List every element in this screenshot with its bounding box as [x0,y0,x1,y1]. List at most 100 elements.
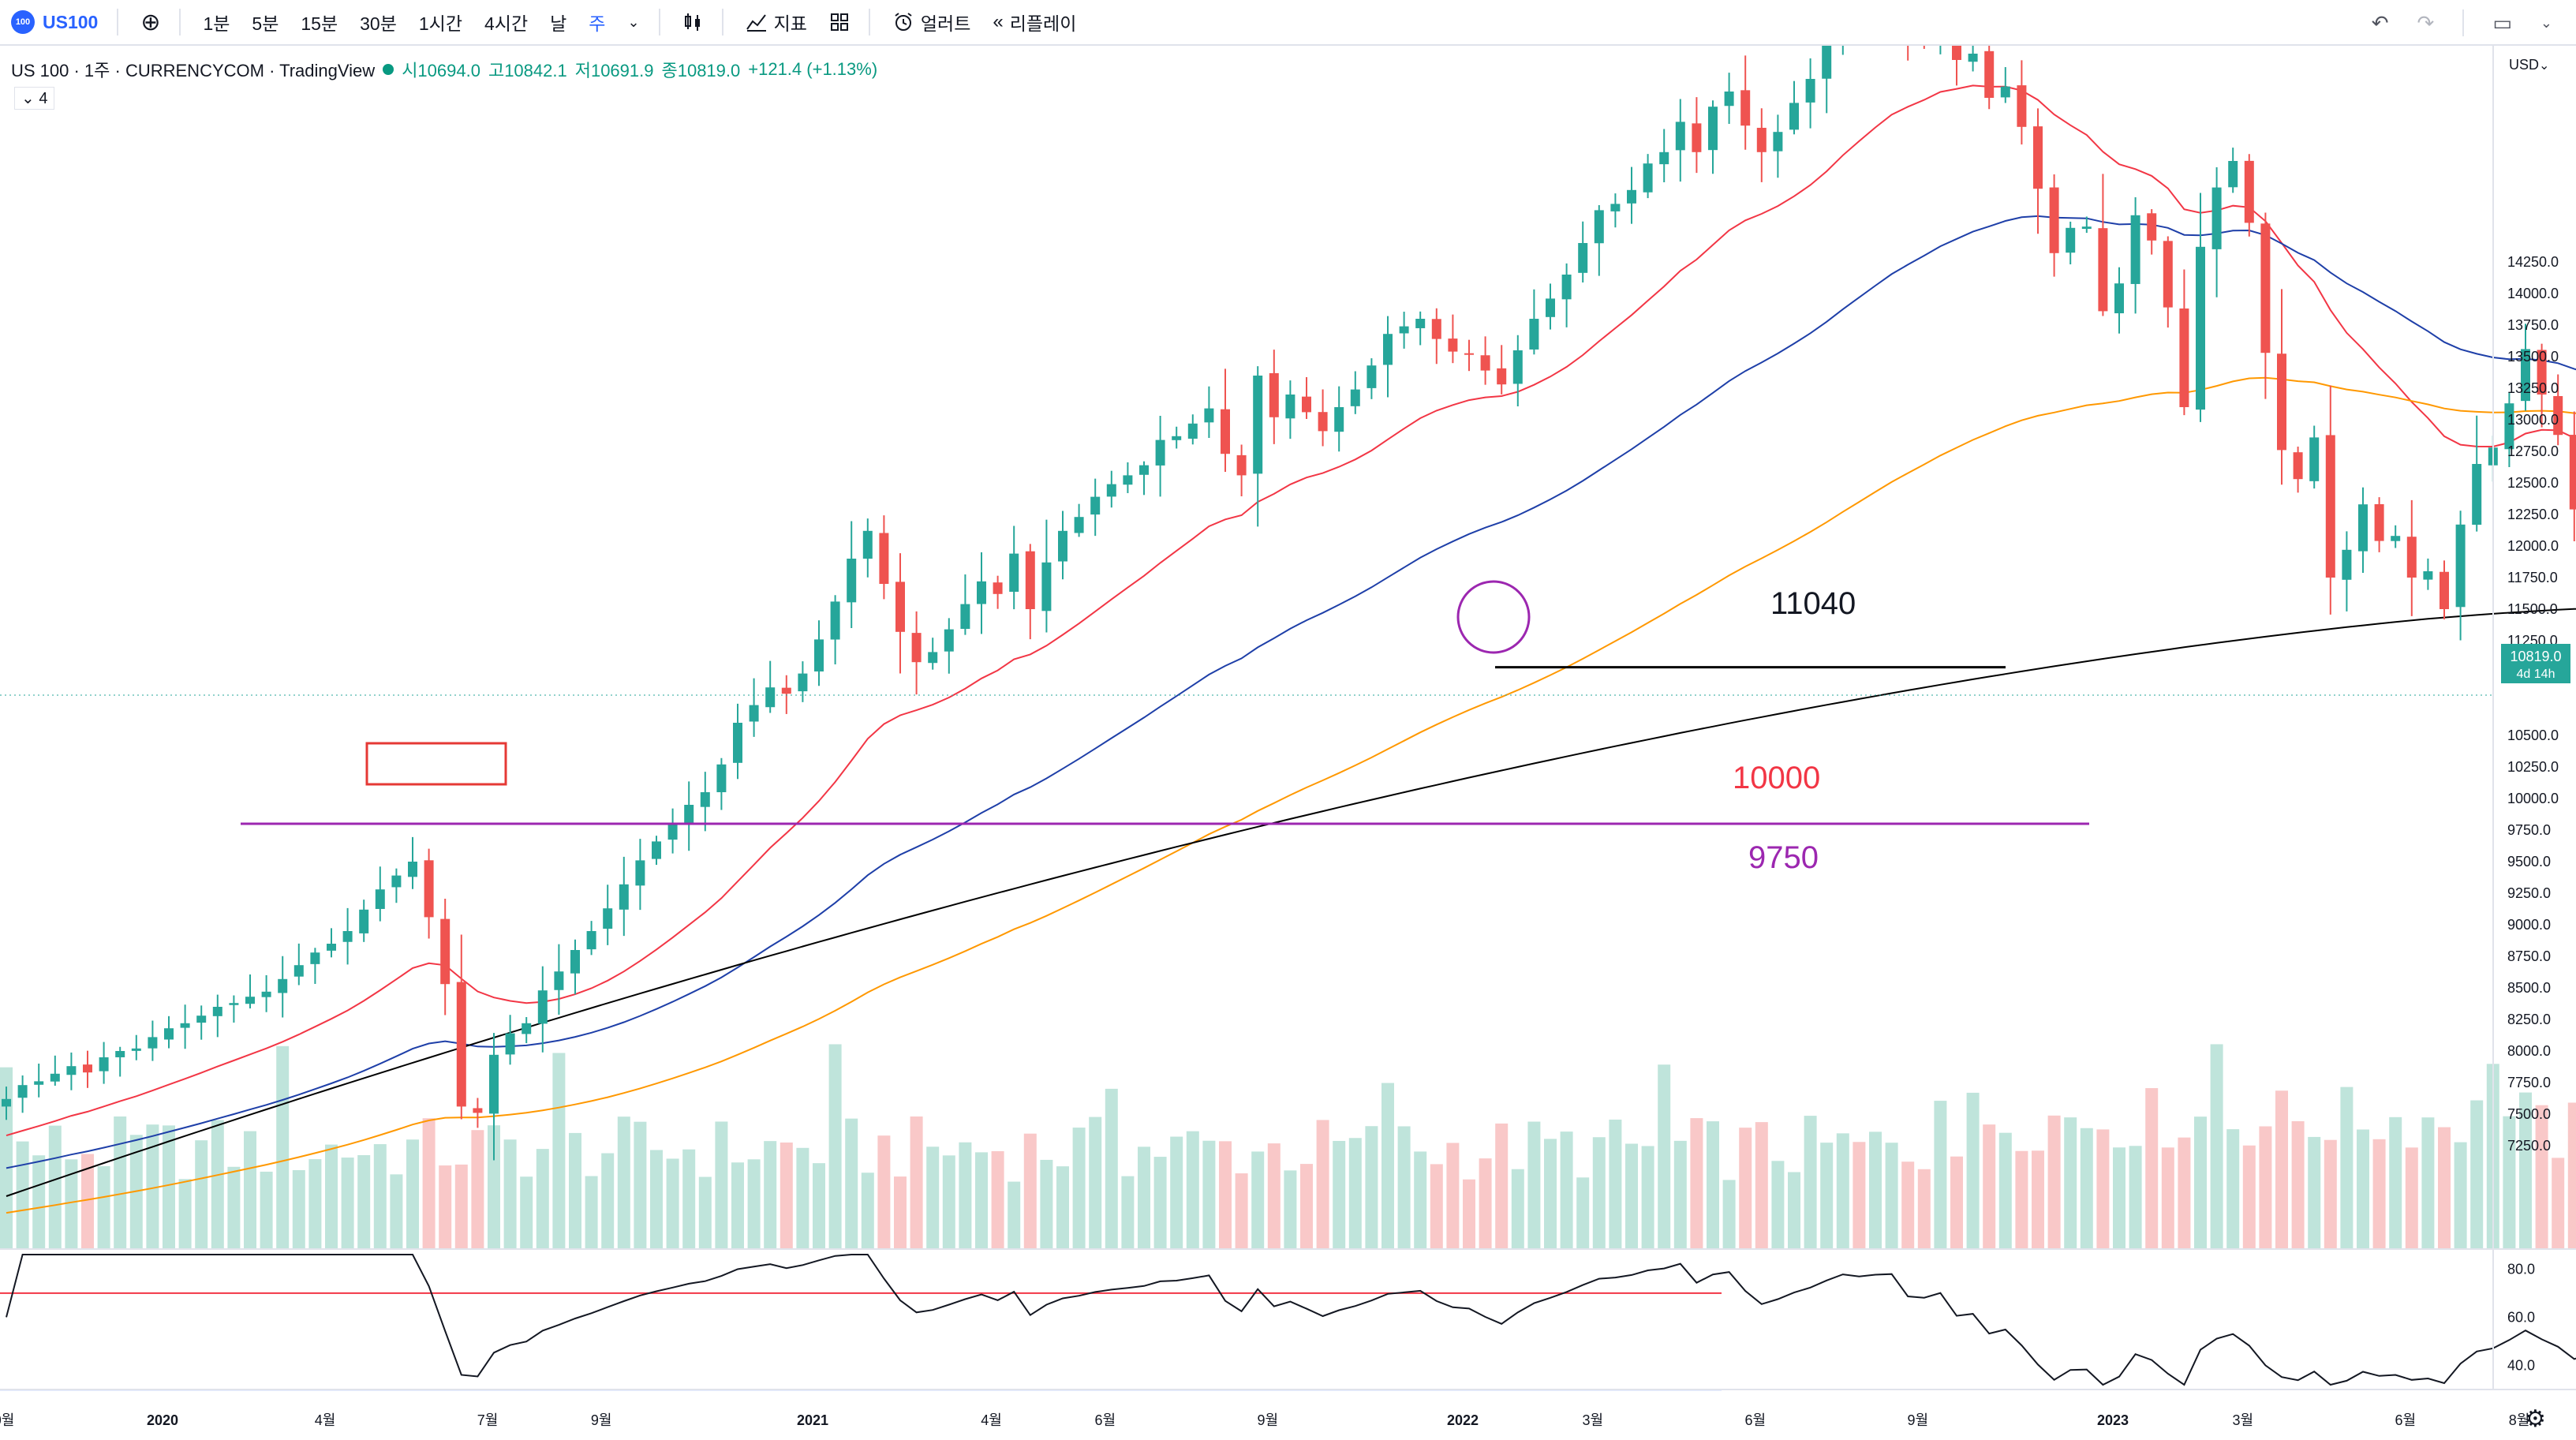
volume-bar [861,1173,874,1248]
indicators-button[interactable]: 지표 [746,9,807,36]
interval-dropdown-icon[interactable]: ⌄ [627,13,640,30]
candle-body [2277,353,2286,451]
layouts-button[interactable] [829,12,850,32]
volume-bar [1251,1151,1265,1248]
volume-bar [471,1130,484,1248]
candle-body [554,971,564,990]
candle-body [1172,436,1182,440]
legend-title[interactable]: US 100 · 1주 · CURRENCYCOM · TradingView [11,61,376,80]
candle-body [1253,376,1263,474]
candle-body [733,723,742,763]
volume-bar [1397,1126,1411,1248]
interval-15m[interactable]: 15분 [301,13,338,34]
interval-1w[interactable]: 주 [589,13,606,34]
settings-gear-icon[interactable]: ⚙ [2525,1405,2546,1433]
candle-body [1984,50,1995,98]
volume-bar [747,1159,761,1248]
interval-1m[interactable]: 1분 [203,13,230,34]
undo-icon[interactable]: ↶ [2371,10,2389,35]
volume-bar [1690,1118,1703,1248]
volume-bar [1300,1164,1313,1248]
candle-body [229,1003,239,1005]
candle-body [212,1007,222,1016]
price-axis[interactable]: 14250.0 14000.0 13750.0 13500.0 13250.0 13000… [2492,46,2559,1389]
price-chart[interactable]: 80.0 60.0 40.0 14250.0 14000.0 13750.0 13500.… [0,46,2576,1440]
price-tick: 9500.0 [2507,854,2551,870]
legend-change: +121.4 (+1.13%) [748,59,878,79]
interval-1h[interactable]: 1시간 [418,13,462,34]
candle-body [2423,571,2433,580]
candle-body [1058,530,1067,562]
interval-4h[interactable]: 4시간 [484,13,529,34]
redo-icon[interactable]: ↷ [2417,10,2435,35]
candle-body [2358,504,2368,552]
volume-bar [1121,1176,1135,1248]
price-tick: 8000.0 [2507,1043,2551,1059]
candle-body [2081,226,2092,230]
volume-bar [1348,1138,1362,1248]
candle-body [1431,319,1441,339]
layout-window-icon[interactable]: ▭ [2492,10,2512,35]
currency-dropdown-icon[interactable]: ⌄ [2539,58,2549,73]
market-status-icon [383,64,394,75]
volume-bar [2178,1137,2191,1248]
replay-button[interactable]: « 리플레이 [993,9,1076,36]
currency-label[interactable]: USD [2509,57,2539,73]
volume-bar [2080,1128,2093,1248]
candle-body [1773,132,1783,151]
volume-bar [357,1154,371,1248]
candle-body [1123,475,1133,485]
symbol-logo[interactable]: 100 [11,10,35,34]
volume-bar [114,1116,127,1248]
candle-body [293,965,304,977]
volume-bar [2226,1129,2240,1248]
candle-body [1512,350,1523,384]
time-tick: 2020 [147,1412,178,1428]
volume-bar [1479,1158,1492,1248]
add-symbol-button[interactable]: ⊕ [140,9,161,36]
candle-body [359,909,369,933]
volume-bar [503,1139,517,1248]
candle-body [1415,319,1426,328]
candle-body [391,875,402,888]
volume-bar [1560,1131,1573,1248]
volume-bar [2340,1087,2354,1248]
candle-body [814,639,824,671]
volume-bar [1804,1116,1817,1248]
price-tick: 13250.0 [2507,380,2559,396]
candle-body [684,805,694,824]
right-controls: ↶ ↷ ▭ ⌄ [2372,0,2552,46]
indicators-collapse-button[interactable]: ⌄ 4 [14,87,55,110]
price-tick: 8750.0 [2507,948,2551,964]
interval-30m[interactable]: 30분 [360,13,397,34]
price-tick: 13000.0 [2507,412,2559,428]
candle-body [2309,437,2320,481]
candle-body [489,1054,499,1114]
time-tick: 7월 [477,1412,499,1428]
volume-bar [2015,1150,2028,1248]
price-tick: 10000.0 [2507,791,2559,806]
symbol-search[interactable]: US100 [43,11,99,32]
time-axis[interactable]: 10월 2020 4월 7월 9월 2021 4월 6월 9월 2022 3월 6월 9월 2023 3월 6… [0,1412,2576,1428]
candle-body [1139,465,1149,475]
candle-body [2406,537,2417,578]
volume-bar [1788,1172,1800,1248]
volume-bar [682,1149,696,1248]
volume-bar [1966,1092,1980,1248]
price-tick: 8250.0 [2507,1012,2551,1027]
candle-body [164,1028,174,1040]
volume-bar [796,1147,809,1248]
interval-5m[interactable]: 5분 [252,13,279,34]
candle-body [1025,551,1035,609]
candle-body [180,1023,190,1028]
volume-bar [146,1124,159,1248]
interval-1d[interactable]: 날 [550,13,567,34]
volume-bar [1625,1143,1638,1248]
candle-body [17,1085,28,1098]
alert-button[interactable]: 얼러트 [892,9,970,36]
chart-type-button[interactable] [682,12,703,32]
volume-bar [1739,1128,1752,1248]
layout-dropdown-icon[interactable]: ⌄ [2540,14,2552,31]
volume-bar [488,1125,500,1248]
pane-separator[interactable] [0,1248,2576,1250]
